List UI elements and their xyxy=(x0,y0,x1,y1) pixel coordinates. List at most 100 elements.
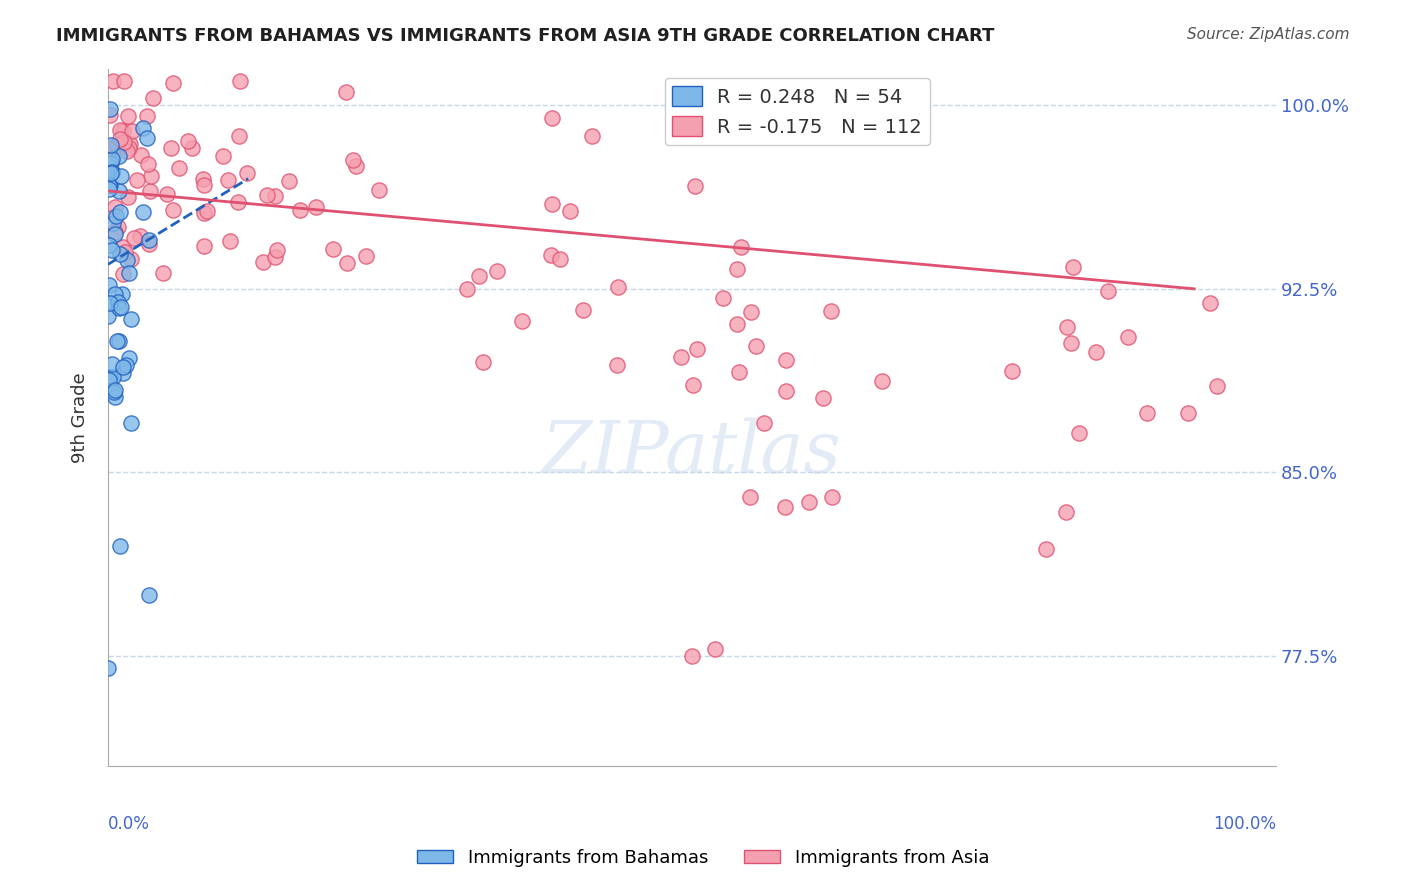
Immigrants from Asia xyxy=(607,279,630,293)
Legend: R = 0.248   N = 54, R = -0.175   N = 112: R = 0.248 N = 54, R = -0.175 N = 112 xyxy=(665,78,929,145)
Immigrants from Asia xyxy=(155,187,177,202)
Immigrants from Asia xyxy=(118,141,141,155)
Immigrants from Asia xyxy=(162,202,184,217)
Immigrants from Bahamas xyxy=(107,334,129,349)
Immigrants from Asia xyxy=(266,243,288,257)
Immigrants from Asia xyxy=(560,203,582,218)
Immigrants from Bahamas xyxy=(107,294,129,309)
Immigrants from Asia xyxy=(1069,426,1091,441)
Immigrants from Asia xyxy=(775,352,797,367)
Immigrants from Asia xyxy=(368,183,391,197)
Immigrants from Bahamas xyxy=(103,216,125,230)
Immigrants from Asia xyxy=(1085,344,1108,359)
Immigrants from Bahamas xyxy=(104,227,127,241)
Immigrants from Bahamas xyxy=(118,267,141,281)
Immigrants from Asia xyxy=(229,74,252,88)
Immigrants from Asia xyxy=(1035,542,1057,557)
Immigrants from Bahamas xyxy=(112,360,135,375)
Immigrants from Asia xyxy=(669,350,692,364)
Immigrants from Bahamas xyxy=(138,233,160,247)
Immigrants from Asia xyxy=(105,138,128,153)
Immigrants from Bahamas xyxy=(97,277,120,292)
Immigrants from Bahamas xyxy=(120,417,142,431)
Immigrants from Asia xyxy=(160,141,183,155)
Immigrants from Asia xyxy=(112,240,135,254)
Immigrants from Asia xyxy=(121,124,143,138)
Immigrants from Asia xyxy=(486,263,509,277)
Immigrants from Asia xyxy=(740,490,762,504)
Immigrants from Asia xyxy=(217,173,239,187)
Immigrants from Bahamas xyxy=(101,357,124,371)
Immigrants from Asia xyxy=(138,184,160,198)
Immigrants from Bahamas xyxy=(98,378,121,392)
Immigrants from Asia xyxy=(811,391,834,405)
Immigrants from Asia xyxy=(228,128,250,143)
Immigrants from Asia xyxy=(1001,364,1024,378)
Immigrants from Asia xyxy=(456,282,478,296)
Immigrants from Asia xyxy=(775,500,797,514)
Immigrants from Asia xyxy=(125,173,148,187)
Immigrants from Asia xyxy=(176,134,198,148)
Immigrants from Asia xyxy=(212,149,235,163)
Immigrants from Bahamas xyxy=(104,390,127,404)
Immigrants from Asia xyxy=(344,159,367,173)
Immigrants from Asia xyxy=(548,252,571,266)
Immigrants from Asia xyxy=(540,197,562,211)
Immigrants from Asia xyxy=(152,266,174,280)
Immigrants from Asia xyxy=(740,305,762,319)
Immigrants from Asia xyxy=(97,143,120,157)
Immigrants from Asia xyxy=(111,267,134,281)
Immigrants from Asia xyxy=(704,641,727,656)
Immigrants from Bahamas xyxy=(97,310,120,324)
Immigrants from Asia xyxy=(342,153,364,168)
Immigrants from Asia xyxy=(136,109,159,123)
Immigrants from Asia xyxy=(104,226,127,240)
Immigrants from Bahamas xyxy=(100,138,122,153)
Immigrants from Asia xyxy=(322,242,344,256)
Immigrants from Asia xyxy=(108,123,131,137)
Immigrants from Asia xyxy=(112,135,135,149)
Immigrants from Asia xyxy=(107,219,129,234)
Immigrants from Bahamas xyxy=(118,351,141,365)
Immigrants from Asia xyxy=(725,262,748,277)
Immigrants from Bahamas xyxy=(107,148,129,162)
Immigrants from Asia xyxy=(193,205,215,219)
Immigrants from Asia xyxy=(1136,406,1159,420)
Immigrants from Bahamas xyxy=(98,102,121,116)
Immigrants from Asia xyxy=(98,107,121,121)
Immigrants from Asia xyxy=(1056,320,1078,334)
Immigrants from Asia xyxy=(104,200,127,214)
Immigrants from Asia xyxy=(820,303,842,318)
Immigrants from Bahamas xyxy=(105,334,128,348)
Immigrants from Asia xyxy=(191,172,214,186)
Immigrants from Bahamas xyxy=(98,296,121,310)
Immigrants from Asia xyxy=(117,190,139,204)
Immigrants from Bahamas xyxy=(105,209,128,223)
Immigrants from Bahamas xyxy=(132,121,155,136)
Immigrants from Asia xyxy=(683,179,706,194)
Immigrants from Asia xyxy=(472,355,495,369)
Immigrants from Asia xyxy=(136,157,159,171)
Immigrants from Bahamas xyxy=(121,312,143,326)
Immigrants from Asia xyxy=(120,252,142,266)
Immigrants from Bahamas xyxy=(132,204,155,219)
Immigrants from Asia xyxy=(1199,296,1222,310)
Immigrants from Bahamas xyxy=(101,243,124,257)
Immigrants from Bahamas xyxy=(111,287,134,301)
Immigrants from Asia xyxy=(180,140,202,154)
Immigrants from Bahamas xyxy=(103,384,125,399)
Immigrants from Asia xyxy=(101,74,124,88)
Immigrants from Bahamas xyxy=(97,373,120,387)
Immigrants from Bahamas xyxy=(104,383,127,397)
Text: 0.0%: 0.0% xyxy=(108,815,150,833)
Immigrants from Asia xyxy=(1116,330,1139,344)
Immigrants from Asia xyxy=(226,194,249,209)
Immigrants from Asia xyxy=(263,250,285,264)
Immigrants from Bahamas xyxy=(101,165,124,179)
Immigrants from Bahamas xyxy=(97,238,120,252)
Text: IMMIGRANTS FROM BAHAMAS VS IMMIGRANTS FROM ASIA 9TH GRADE CORRELATION CHART: IMMIGRANTS FROM BAHAMAS VS IMMIGRANTS FR… xyxy=(56,27,994,45)
Immigrants from Asia xyxy=(277,174,299,188)
Immigrants from Bahamas xyxy=(98,178,121,192)
Immigrants from Asia xyxy=(236,166,259,180)
Immigrants from Asia xyxy=(219,234,242,248)
